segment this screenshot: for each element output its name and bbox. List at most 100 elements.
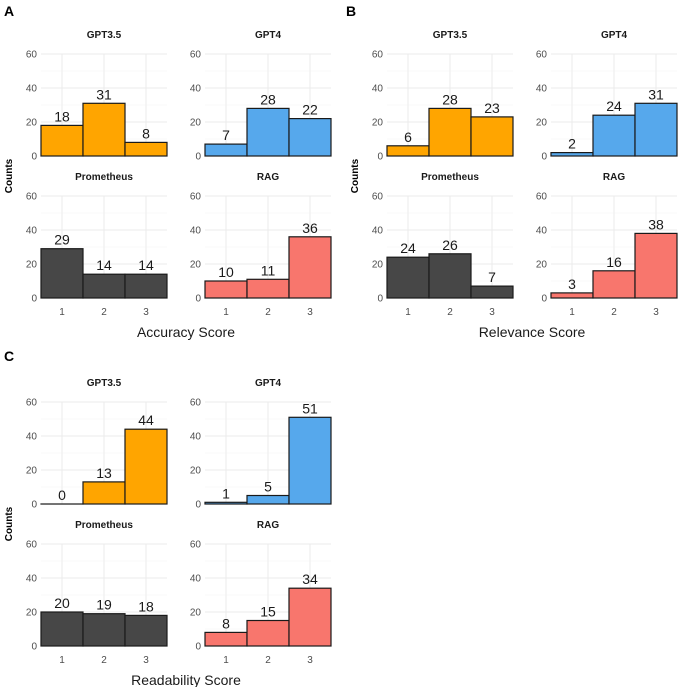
facet-gpt35: GPT3.5 0 20 40 60 18 31 8 bbox=[26, 30, 168, 163]
value-label: 31 bbox=[96, 86, 112, 102]
bar-gpt35-2 bbox=[428, 107, 472, 157]
y-tick-label: 0 bbox=[195, 642, 201, 653]
y-axis-title: Counts bbox=[350, 158, 361, 193]
y-tick-label: 20 bbox=[372, 260, 384, 271]
value-label: 14 bbox=[138, 257, 154, 273]
y-tick-label: 60 bbox=[536, 50, 548, 61]
x-tick-label: 1 bbox=[569, 307, 575, 318]
y-tick-label: 60 bbox=[26, 50, 38, 61]
x-tick-label: 2 bbox=[265, 307, 271, 318]
facet-title: RAG bbox=[257, 172, 279, 183]
value-label: 11 bbox=[261, 262, 276, 278]
y-tick-label: 20 bbox=[536, 260, 548, 271]
y-tick-label: 0 bbox=[31, 152, 37, 163]
x-tick-label: 1 bbox=[59, 307, 65, 318]
value-label: 24 bbox=[400, 240, 416, 256]
bar-gpt4-3 bbox=[288, 416, 332, 505]
y-tick-label: 60 bbox=[190, 50, 202, 61]
y-tick-label: 0 bbox=[195, 152, 201, 163]
value-label: 7 bbox=[222, 127, 230, 143]
value-label: 19 bbox=[96, 597, 112, 613]
value-label: 31 bbox=[648, 86, 664, 102]
value-label: 13 bbox=[96, 465, 112, 481]
y-tick-label: 20 bbox=[372, 118, 384, 129]
value-label: 6 bbox=[404, 129, 412, 145]
y-axis-title: Counts bbox=[4, 158, 15, 193]
facet-rag: RAG 0 20 40 60 10 11 36 1 2 3 bbox=[190, 172, 332, 318]
bar-prometheus-1 bbox=[40, 248, 84, 299]
x-axis-title: Accuracy Score bbox=[137, 324, 235, 340]
facet-gpt4: GPT4 0 20 40 60 7 28 22 bbox=[190, 30, 332, 163]
y-tick-label: 40 bbox=[190, 84, 202, 95]
facet-prometheus: Prometheus 0 20 40 60 20 19 18 1 2 3 bbox=[26, 520, 168, 666]
value-label: 1 bbox=[222, 485, 230, 501]
x-tick-label: 3 bbox=[307, 307, 313, 318]
value-label: 5 bbox=[264, 479, 272, 495]
bar-prometheus-2 bbox=[82, 273, 126, 299]
bar-rag-1 bbox=[204, 280, 248, 299]
value-label: 51 bbox=[302, 400, 318, 416]
bar-prometheus-2 bbox=[428, 253, 472, 299]
y-tick-label: 0 bbox=[541, 294, 547, 305]
x-tick-label: 2 bbox=[101, 307, 107, 318]
facet-title: GPT3.5 bbox=[433, 30, 468, 41]
facet-title: GPT4 bbox=[601, 30, 628, 41]
y-tick-label: 40 bbox=[190, 226, 202, 237]
value-label: 28 bbox=[260, 91, 276, 107]
facet-title: GPT3.5 bbox=[87, 378, 122, 389]
x-tick-label: 3 bbox=[653, 307, 659, 318]
value-label: 23 bbox=[484, 100, 500, 116]
y-tick-label: 40 bbox=[26, 432, 38, 443]
y-tick-label: 20 bbox=[536, 118, 548, 129]
x-tick-label: 2 bbox=[447, 307, 453, 318]
value-label: 20 bbox=[54, 595, 70, 611]
y-tick-label: 60 bbox=[536, 192, 548, 203]
facet-gpt35: GPT3.5 0 20 40 60 0 13 44 bbox=[26, 378, 168, 511]
value-label: 24 bbox=[606, 98, 622, 114]
bar-prometheus-3 bbox=[470, 285, 514, 299]
panel-label-a: A bbox=[4, 3, 14, 19]
facet-title: Prometheus bbox=[421, 172, 479, 183]
value-label: 16 bbox=[606, 254, 622, 270]
bar-gpt4-1 bbox=[204, 143, 248, 157]
y-tick-label: 20 bbox=[190, 608, 202, 619]
value-label: 7 bbox=[488, 269, 496, 285]
y-tick-label: 0 bbox=[377, 152, 383, 163]
facet-title: GPT4 bbox=[255, 30, 282, 41]
bar-rag-2 bbox=[592, 270, 636, 299]
y-tick-label: 20 bbox=[190, 118, 202, 129]
y-tick-label: 20 bbox=[26, 466, 38, 477]
chart-group-a: AGPT3.5020406018318GPT4020406072822Prome… bbox=[4, 3, 332, 340]
value-label: 29 bbox=[54, 232, 70, 248]
bar-prometheus-3 bbox=[124, 614, 168, 647]
x-tick-label: 1 bbox=[59, 655, 65, 666]
value-label: 38 bbox=[648, 216, 664, 232]
value-label: 10 bbox=[218, 264, 234, 280]
x-tick-label: 1 bbox=[223, 307, 229, 318]
facet-gpt4: GPT4 0 20 40 60 2 24 31 bbox=[536, 30, 678, 163]
value-label: 22 bbox=[302, 102, 318, 118]
facet-prometheus: Prometheus 0 20 40 60 29 14 14 1 2 3 bbox=[26, 172, 168, 318]
y-tick-label: 40 bbox=[26, 574, 38, 585]
value-label: 2 bbox=[568, 136, 576, 152]
bar-rag-2 bbox=[246, 278, 290, 299]
value-label: 0 bbox=[58, 487, 66, 503]
facet-rag: RAG 0 20 40 60 8 15 34 1 2 3 bbox=[190, 520, 332, 666]
bar-rag-3 bbox=[288, 236, 332, 299]
facet-gpt35: GPT3.5 0 20 40 60 6 28 23 bbox=[372, 30, 514, 163]
y-tick-label: 40 bbox=[190, 574, 202, 585]
x-tick-label: 3 bbox=[143, 307, 149, 318]
y-tick-label: 20 bbox=[26, 118, 38, 129]
x-tick-label: 3 bbox=[489, 307, 495, 318]
y-tick-label: 20 bbox=[26, 260, 38, 271]
x-tick-label: 3 bbox=[307, 655, 313, 666]
panel-label-b: B bbox=[346, 3, 356, 19]
y-tick-label: 40 bbox=[26, 84, 38, 95]
bar-gpt4-1 bbox=[204, 501, 248, 505]
bar-rag-2 bbox=[246, 619, 290, 647]
bar-gpt4-3 bbox=[634, 102, 678, 157]
y-tick-label: 0 bbox=[31, 642, 37, 653]
y-tick-label: 60 bbox=[372, 50, 384, 61]
y-tick-label: 60 bbox=[26, 192, 38, 203]
